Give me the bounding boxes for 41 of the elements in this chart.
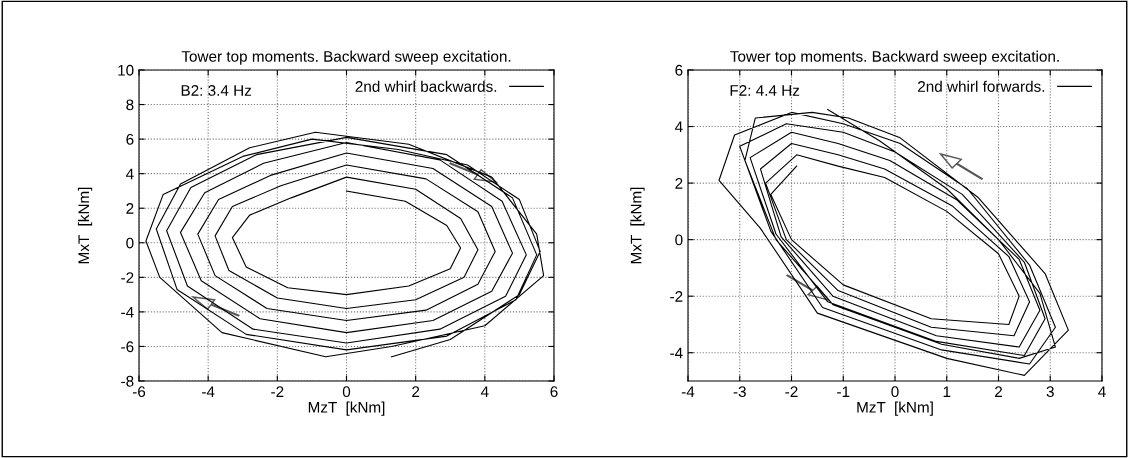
x-tick-label: -2 xyxy=(785,386,798,397)
y-axis-title: MxT [kNm] xyxy=(77,187,93,264)
y-tick-label: 6 xyxy=(126,133,134,145)
y-tick-label: 6 xyxy=(675,64,683,76)
y-tick-label: 0 xyxy=(675,234,683,246)
y-tick-label: 0 xyxy=(126,237,134,249)
x-tick-label: 4 xyxy=(480,386,489,397)
x-tick-label: 0 xyxy=(342,386,351,398)
x-axis-title: MzT [kNm] xyxy=(308,401,385,416)
x-tick-label: 2 xyxy=(412,386,420,397)
y-tick-label: -2 xyxy=(121,272,134,283)
y-tick-label: -4 xyxy=(670,347,683,359)
y-tick-label: 10 xyxy=(118,64,134,76)
x-tick-label: 0 xyxy=(891,386,899,398)
y-tick-label: 8 xyxy=(126,99,134,111)
y-tick-label: 2 xyxy=(126,203,134,214)
y-tick-label: 2 xyxy=(675,177,683,189)
x-tick-label: -1 xyxy=(837,386,850,397)
chart-title: Tower top moments. Backward sweep excitation. xyxy=(181,50,511,65)
legend-label: 2nd whirl forwards. xyxy=(918,80,1045,92)
line-series xyxy=(718,109,1069,376)
x-tick-label: 2 xyxy=(995,386,1002,397)
y-tick-label: -4 xyxy=(121,306,134,318)
legend-label: 2nd whirl backwards. xyxy=(355,80,497,92)
y-tick-label: 4 xyxy=(125,168,134,180)
x-tick-label: 1 xyxy=(943,386,951,397)
y-tick-label: 4 xyxy=(674,121,683,133)
x-tick-label: -2 xyxy=(271,386,284,397)
y-tick-label: -8 xyxy=(121,375,134,387)
chart-title: Tower top moments. Backward sweep excitation. xyxy=(730,50,1059,65)
y-axis-title: MxT [kNm] xyxy=(630,187,645,264)
annotation: B2: 3.4 Hz xyxy=(181,85,252,96)
y-tick-label: -6 xyxy=(121,341,134,353)
x-tick-label: -4 xyxy=(202,386,215,397)
x-tick-label: -3 xyxy=(733,386,746,398)
y-tick-label: -2 xyxy=(670,291,683,302)
x-axis-title: MzT [kNm] xyxy=(857,401,933,416)
x-tick-label: 3 xyxy=(1046,386,1054,398)
x-tick-label: 4 xyxy=(1098,386,1106,397)
x-tick-label: 6 xyxy=(550,386,558,398)
annotation: F2: 4.4 Hz xyxy=(730,85,800,96)
